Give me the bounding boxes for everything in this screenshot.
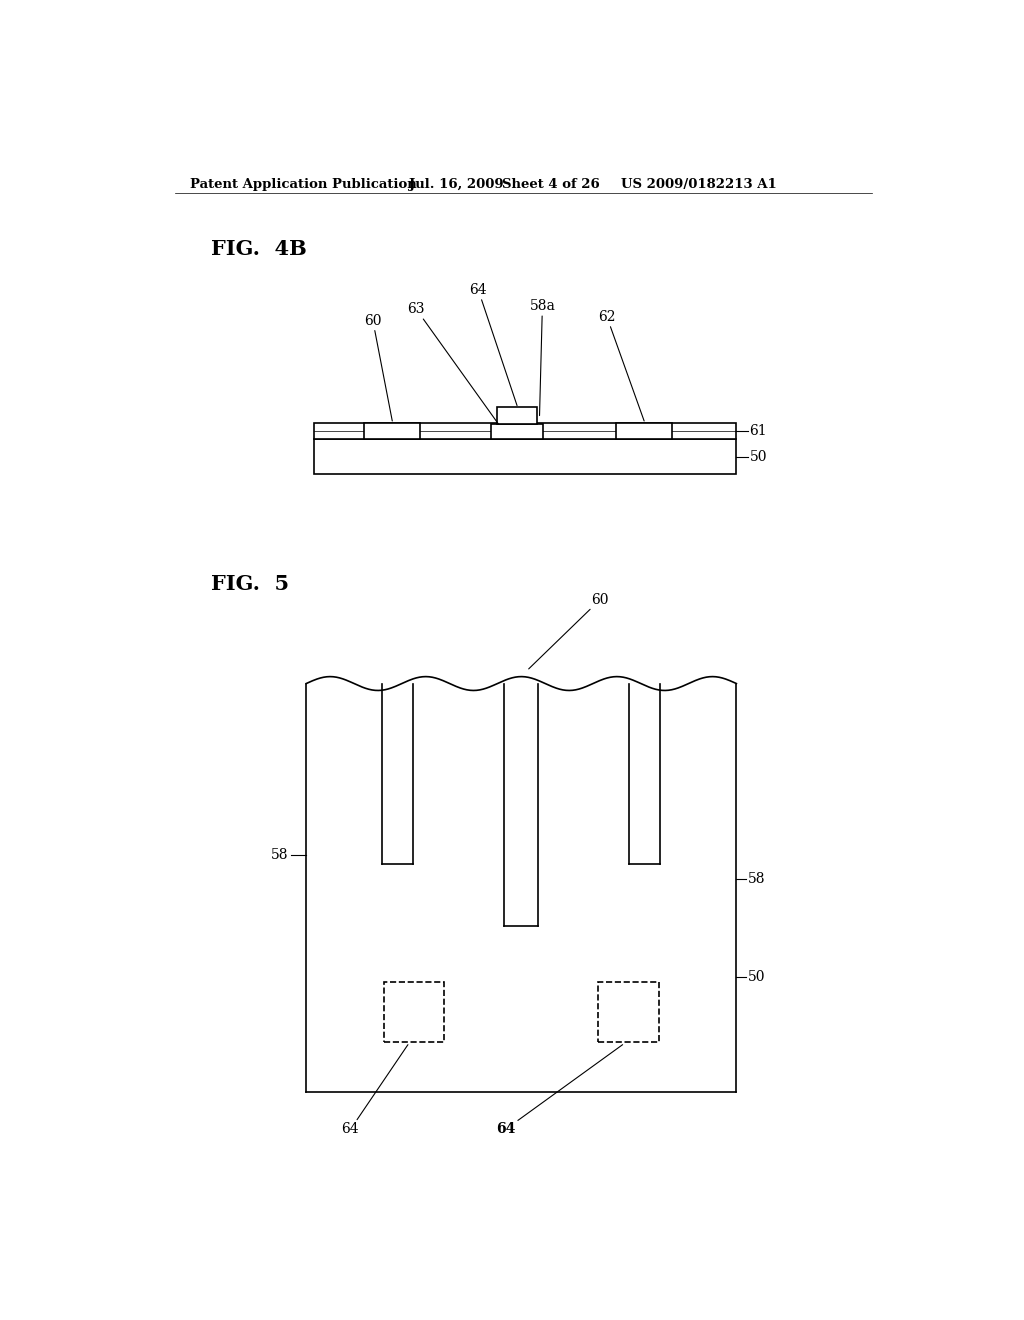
Text: Patent Application Publication: Patent Application Publication <box>190 178 417 190</box>
Bar <box>616 422 672 440</box>
Text: 50: 50 <box>748 970 766 985</box>
Text: FIG.  5: FIG. 5 <box>211 574 289 594</box>
Bar <box>384 982 444 1041</box>
Bar <box>314 422 736 440</box>
Text: 58: 58 <box>748 873 766 887</box>
Text: FIG.  4B: FIG. 4B <box>211 239 306 259</box>
Text: 63: 63 <box>408 302 499 424</box>
Text: 64: 64 <box>496 1044 623 1137</box>
Bar <box>365 422 420 440</box>
Bar <box>314 440 736 474</box>
Text: 58a: 58a <box>529 300 555 416</box>
Text: 60: 60 <box>365 314 392 421</box>
Text: 62: 62 <box>598 310 644 421</box>
Text: 60: 60 <box>528 593 609 669</box>
Text: US 2009/0182213 A1: US 2009/0182213 A1 <box>621 178 776 190</box>
Text: 50: 50 <box>750 450 767 463</box>
Text: 64: 64 <box>469 282 517 405</box>
Bar <box>490 424 544 440</box>
Text: 61: 61 <box>750 424 767 438</box>
Text: Jul. 16, 2009: Jul. 16, 2009 <box>409 178 503 190</box>
Text: 64: 64 <box>342 1044 408 1137</box>
Text: Sheet 4 of 26: Sheet 4 of 26 <box>502 178 599 190</box>
Bar <box>497 407 538 424</box>
Bar <box>598 982 658 1041</box>
Text: 58: 58 <box>271 847 289 862</box>
